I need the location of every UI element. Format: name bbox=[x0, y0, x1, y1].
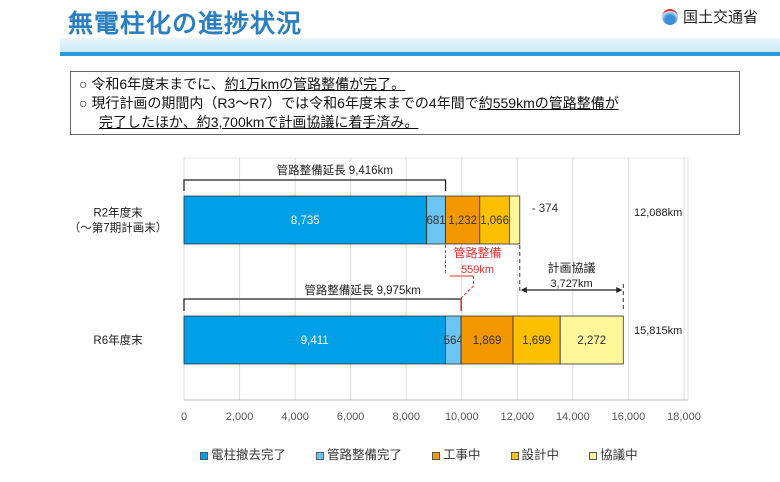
legend-label: 工事中 bbox=[443, 448, 481, 462]
text: 令和6年度末までに、 bbox=[91, 76, 225, 92]
x-tick-label: 6,000 bbox=[337, 411, 365, 423]
x-tick-label: 16,000 bbox=[612, 411, 646, 423]
data-label: 1,699 bbox=[522, 335, 551, 347]
legend-swatch bbox=[510, 451, 519, 460]
summary-line-1: ○ 令和6年度末までに、約1万kmの管路整備が完了。 bbox=[79, 75, 731, 94]
chart-legend: 電柱撤去完了 管路整備完了 工事中 設計中 協議中 bbox=[200, 444, 638, 463]
legend-item: 協議中 bbox=[589, 444, 638, 463]
ministry-logo-icon bbox=[661, 8, 678, 25]
bracket-r6-label: 管路整備延長 9,975km bbox=[304, 283, 420, 297]
x-tick-label: 8,000 bbox=[392, 411, 420, 423]
diff-leader bbox=[460, 276, 475, 299]
legend-swatch bbox=[589, 451, 598, 460]
x-tick-label: 18,000 bbox=[667, 411, 701, 423]
category-label: （～第7期計画末） bbox=[69, 221, 167, 235]
data-label: - 374 bbox=[532, 203, 559, 215]
legend-item: 管路整備完了 bbox=[316, 444, 402, 463]
category-label: R6年度末 bbox=[93, 333, 143, 347]
legend-label: 協議中 bbox=[600, 448, 638, 462]
legend-label: 設計中 bbox=[521, 448, 560, 462]
ministry-name: 国土交通省 bbox=[682, 9, 758, 26]
data-label: 681 bbox=[427, 215, 446, 227]
bar-segment bbox=[512, 315, 561, 365]
legend-item: 電柱撤去完了 bbox=[200, 444, 286, 463]
data-label: 1,869 bbox=[473, 335, 502, 347]
ministry-logo: 国土交通省 bbox=[661, 6, 758, 27]
text-underlined: 完了したほか、約3,700kmで計画協議に着手済み。 bbox=[99, 114, 419, 130]
legend-swatch bbox=[432, 451, 441, 460]
bar-segment bbox=[479, 195, 510, 245]
legend-item: 工事中 bbox=[432, 444, 481, 463]
bracket-r6 bbox=[183, 298, 462, 311]
data-label: 1,232 bbox=[448, 215, 477, 227]
legend-item: 設計中 bbox=[510, 444, 560, 463]
summary-line-3: 完了したほか、約3,700kmで計画協議に着手済み。 bbox=[79, 113, 731, 132]
summary-line-2: ○ 現行計画の期間内（R3～R7）では令和6年度末までの4年間で約559kmの管… bbox=[79, 94, 731, 113]
summary-box: ○ 令和6年度末までに、約1万kmの管路整備が完了。 ○ 現行計画の期間内（R3… bbox=[70, 71, 740, 135]
bar-segment bbox=[559, 315, 624, 365]
data-label: 8,735 bbox=[291, 215, 320, 227]
diff-title: 管路整備 bbox=[454, 245, 502, 260]
bracket-r2-label: 管路整備延長 9,416km bbox=[277, 163, 393, 177]
bracket-r2 bbox=[183, 179, 447, 191]
legend-label: 管路整備完了 bbox=[327, 448, 403, 462]
x-tick-label: 4,000 bbox=[281, 411, 309, 423]
category-label: R2年度末 bbox=[93, 206, 143, 220]
data-label: 1,066 bbox=[480, 215, 509, 227]
header-rule bbox=[60, 52, 780, 56]
x-tick-label: 10,000 bbox=[445, 411, 479, 423]
bullet: ○ bbox=[79, 76, 88, 92]
text-underlined: 約559kmの管路整備が bbox=[478, 95, 619, 111]
x-tick-label: 2,000 bbox=[226, 411, 254, 423]
x-tick-label: 0 bbox=[181, 411, 187, 423]
text-underlined: 約1万kmの管路整備が完了。 bbox=[224, 76, 406, 92]
bar-segment bbox=[183, 315, 446, 365]
x-tick-label: 14,000 bbox=[556, 411, 590, 423]
x-tick-label: 12,000 bbox=[501, 411, 535, 423]
legend-swatch bbox=[200, 451, 208, 460]
data-label: 564 bbox=[444, 335, 464, 347]
bar-segment bbox=[460, 315, 514, 365]
total-label: 15,815km bbox=[634, 325, 682, 337]
bar-segment bbox=[445, 195, 481, 245]
data-label: 9,411 bbox=[301, 335, 329, 347]
diff-value: 559km bbox=[461, 264, 494, 276]
text: 現行計画の期間内（R3～R7）では令和6年度末までの4年間で bbox=[91, 95, 479, 111]
bar-segment bbox=[508, 195, 521, 245]
plan-title: 計画協議 bbox=[548, 260, 596, 275]
plan-value: 3,727km bbox=[550, 278, 592, 290]
bullet: ○ bbox=[79, 95, 88, 111]
bar-segment bbox=[183, 195, 428, 245]
legend-swatch bbox=[316, 451, 325, 460]
legend-label: 電柱撤去完了 bbox=[211, 448, 287, 462]
header-band bbox=[60, 38, 780, 52]
data-label: 2,272 bbox=[577, 335, 606, 347]
total-label: 12,088km bbox=[634, 207, 682, 219]
page-title: 無電柱化の進捗状況 bbox=[68, 10, 303, 38]
